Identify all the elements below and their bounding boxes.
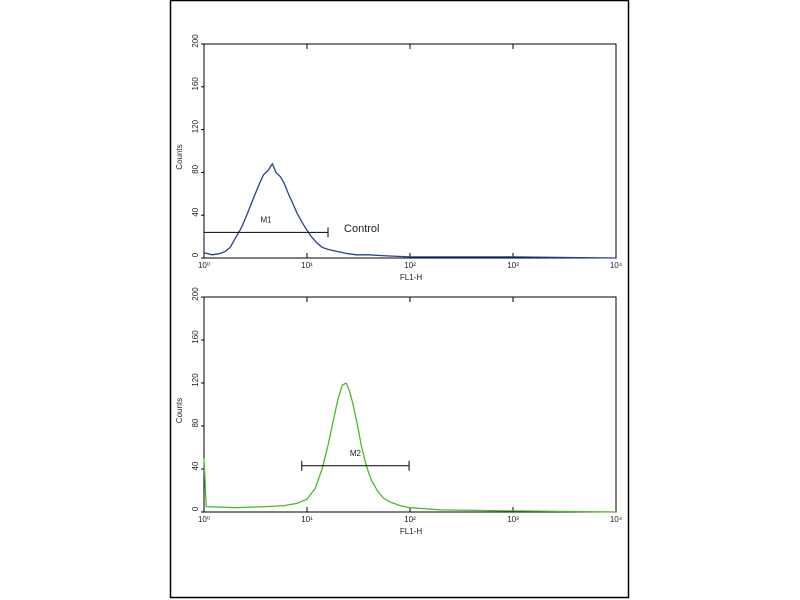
x-axis-label: FL1-H [400,527,422,536]
y-tick-label: 80 [191,418,200,427]
x-tick-label: 10² [404,515,416,524]
x-tick-label: 10⁴ [610,261,623,270]
x-tick-label: 10² [404,261,416,270]
y-tick-label: 200 [191,34,200,48]
x-tick-label: 10⁴ [610,515,623,524]
histogram-line [203,162,617,259]
x-tick-label: 10⁰ [198,261,210,270]
x-tick-label: 10⁰ [198,515,210,524]
y-tick-label: 120 [191,119,200,133]
histogram-line [203,382,617,513]
x-tick-label: 10³ [507,261,519,270]
x-tick-label: 10³ [507,515,519,524]
x-tick-label: 10¹ [301,515,313,524]
y-tick-label: 200 [191,287,200,301]
y-axis-label: Counts [175,398,184,423]
plot-area [203,296,617,513]
frame [169,0,630,599]
y-tick-label: 40 [191,207,200,216]
annotation: Control [344,223,379,235]
x-axis-label: FL1-H [400,273,422,282]
y-tick-label: 40 [191,461,200,470]
marker-label: M2 [350,449,362,458]
x-tick-label: 10¹ [301,261,313,270]
y-tick-label: 0 [191,506,200,511]
y-tick-label: 160 [191,77,200,91]
y-tick-label: 120 [191,373,200,387]
y-axis-label: Counts [175,144,184,169]
y-tick-label: 80 [191,164,200,173]
marker-label: M1 [260,215,272,224]
y-tick-label: 0 [191,252,200,257]
y-tick-label: 160 [191,330,200,344]
plot-area [203,43,617,259]
